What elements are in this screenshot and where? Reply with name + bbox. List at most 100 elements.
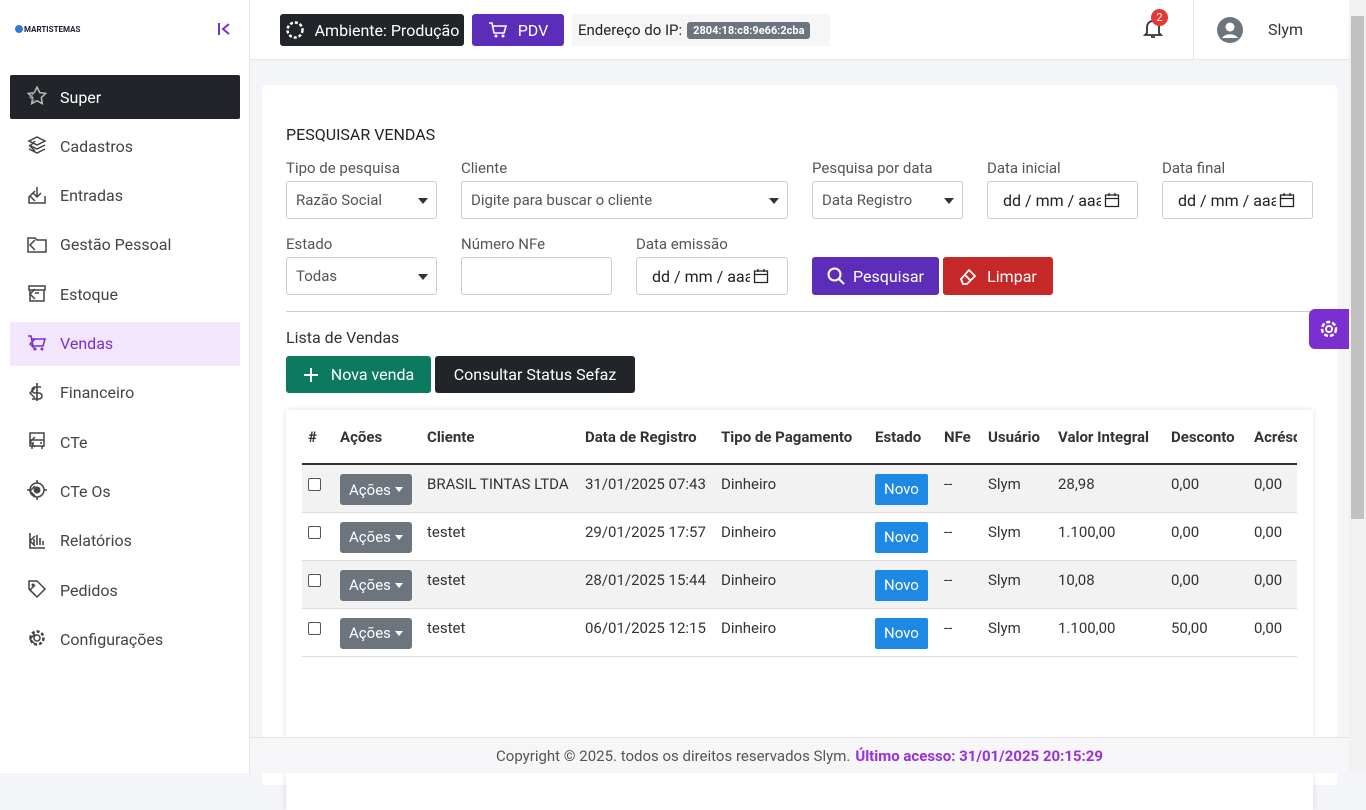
environment-button[interactable]: Ambiente: Produção [280,14,464,46]
cell-text: BRASIL TINTAS LTDA [427,475,569,493]
field-input[interactable]: dd / mm / aaaa [1162,181,1313,219]
cell-text: Dinheiro [721,475,777,493]
field-input[interactable]: dd / mm / aaaa [636,257,788,295]
cell-text: 0,00 [1254,522,1283,541]
row-checkbox[interactable] [308,525,321,539]
cell: Ações [340,464,427,513]
field-value: dd / mm / aaaa [1003,190,1101,210]
menu-label: Super [60,87,102,107]
chevron [28,535,36,547]
collapse-toggle[interactable] [216,21,232,37]
cell-text: Dinheiro [721,618,777,637]
menu-item[interactable]: Estoque [10,272,240,316]
user-name[interactable]: Slym [1268,20,1303,39]
field-input[interactable] [461,257,612,295]
field-input[interactable]: Razão Social [286,181,437,219]
menu-item[interactable]: Entradas [10,174,240,218]
caret [394,630,403,636]
menu-item[interactable]: Vendas [10,321,240,366]
actions-button[interactable]: Ações [340,474,412,505]
row-checkbox[interactable] [308,478,321,491]
row-checkbox[interactable] [308,621,321,635]
field-input[interactable]: dd / mm / aaaa [987,181,1138,219]
clear-button-text: Limpar [987,266,1037,286]
menu-icon [31,382,43,401]
menu-item[interactable]: Configurações [10,617,240,661]
settings-float-button[interactable] [1309,309,1349,349]
menu-item[interactable]: Cadastros [10,124,240,168]
actions-button[interactable]: Ações [340,569,412,601]
menu-item[interactable]: Gestão Pessoal [10,223,240,267]
cell: Dinheiro [721,464,875,513]
search-button[interactable]: Pesquisar [812,257,939,295]
row-checkbox[interactable] [308,573,321,587]
chevron [28,387,36,399]
cell-text: 0,00 [1171,570,1200,589]
menu-icon [29,532,45,549]
dropdown-arrow [769,198,779,204]
sidebar: MARTISTEMAS Super Cadastros Entradas Gestão… [0,0,250,773]
menu-item[interactable]: Financeiro [10,371,240,415]
icon [285,21,304,39]
table-body: Ações BRASIL TINTAS LTDA 31/01/2025 07:43 D… [302,464,1297,657]
chevron [28,584,36,596]
dropdown-arrow [944,198,954,204]
column-header: # [302,410,340,465]
cell-text: Dinheiro [721,522,777,541]
calendar-icon [753,269,769,284]
cell-text: 0,00 [1254,570,1283,589]
status-badge: Novo [875,474,928,505]
cell: 29/01/2025 17:57 [585,512,721,561]
cell-text: 29/01/2025 17:57 [585,522,706,541]
menu-item[interactable]: Relatórios [10,519,240,563]
cell: testet [427,560,585,609]
cell-text: 06/01/2025 12:15 [585,618,706,637]
calendar-icon [1104,193,1120,208]
cell-text: 0,00 [1254,475,1283,493]
menu-item[interactable]: CTe Os [10,469,240,513]
scroll-thumb[interactable] [1351,16,1364,519]
chevron [28,288,36,300]
cell: 1.100,00 [1058,608,1171,657]
avatar[interactable] [1217,17,1243,43]
actions-button[interactable]: Ações [340,617,412,649]
new-sale-button[interactable]: Nova venda [286,356,431,393]
menu-label: CTe Os [60,481,111,501]
clear-button[interactable]: Limpar [943,257,1053,295]
chevron [28,239,36,251]
column-header: Data de Registro [585,410,721,465]
menu-item[interactable]: Pedidos [10,568,240,612]
copyright: Copyright © 2025. todos os direitos rese… [496,746,851,765]
ip-label: Endereço do IP: [578,21,683,39]
field-input[interactable]: Data Registro [812,181,963,219]
logo-text: MARTISTEMAS [24,24,81,34]
menu-label: Cadastros [60,136,133,156]
actions-text: Ações [349,528,391,546]
cell: -- [944,512,988,561]
field-input[interactable]: Digite para buscar o cliente [461,181,788,219]
cell-text: Slym [988,522,1021,541]
field-value: Data Registro [822,191,913,209]
field-input[interactable]: Todas [286,257,437,295]
menu-item[interactable]: CTe [10,420,240,464]
cell: Ações [340,560,427,609]
separator [286,311,1313,312]
pdv-button[interactable]: PDV [472,14,564,46]
cell: 28/01/2025 15:44 [585,560,721,609]
menu-item[interactable]: Super [10,75,240,119]
list-title: Lista de Vendas [286,328,400,347]
cell-text: 31/01/2025 07:43 [585,475,706,493]
cell: Novo [875,560,944,609]
column-header: Desconto [1171,410,1254,465]
cell: 06/01/2025 12:15 [585,608,721,657]
cell: Slym [988,464,1058,513]
sefaz-button[interactable]: Consultar Status Sefaz [435,356,635,393]
cell [302,464,340,513]
chevron [28,485,36,497]
field-label: Tipo de pesquisa [286,159,400,177]
cell: Dinheiro [721,512,875,561]
column-header: Cliente [427,410,585,465]
actions-button[interactable]: Ações [340,521,412,553]
cell: 10,08 [1058,560,1171,609]
